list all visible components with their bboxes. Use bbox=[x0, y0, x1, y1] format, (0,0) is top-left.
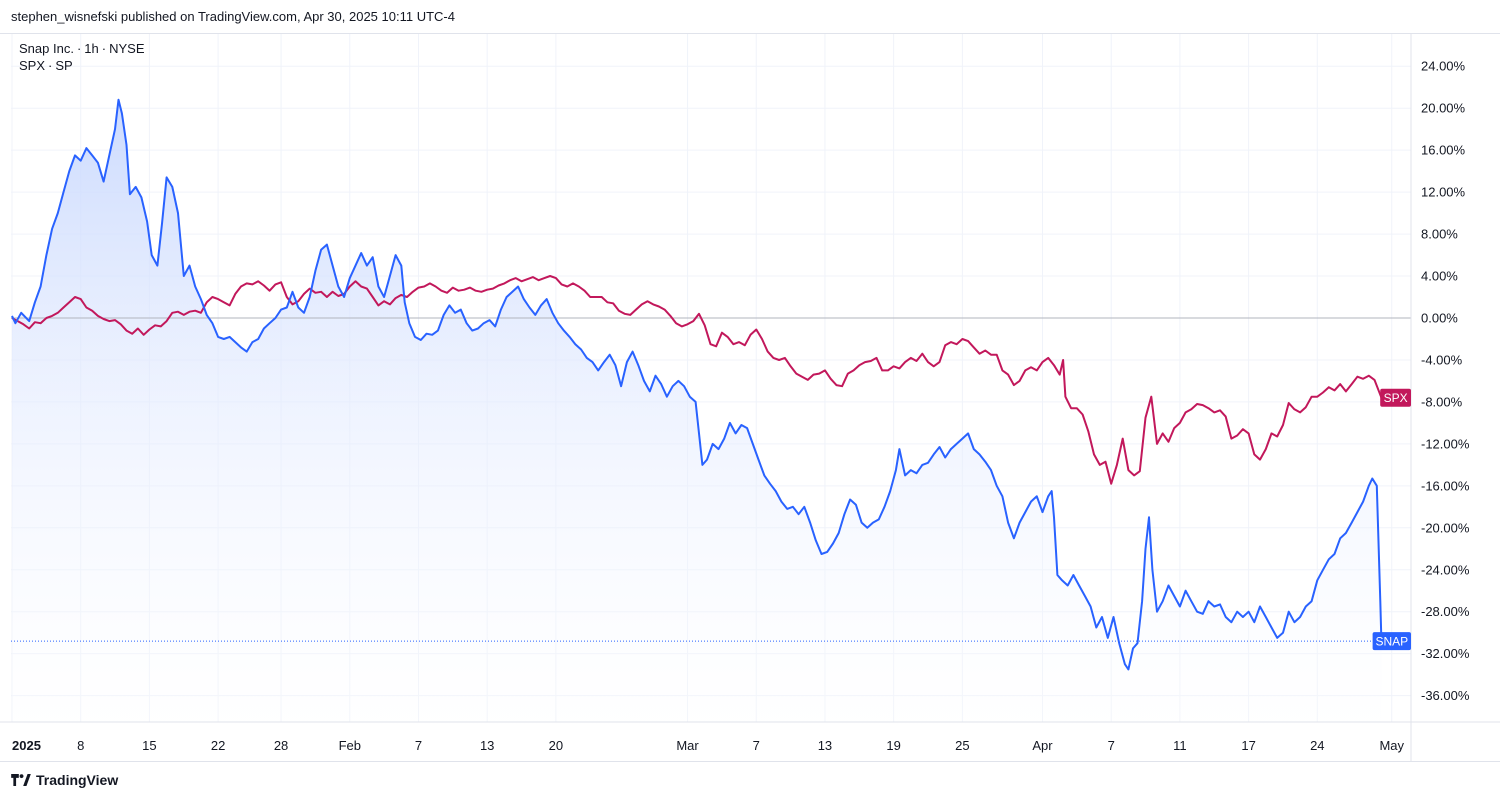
x-tick-label: 13 bbox=[480, 738, 494, 753]
legend-spx-exchange: SP bbox=[55, 58, 73, 73]
y-tick-label: 12.00% bbox=[1421, 185, 1466, 200]
x-tick-label: 24 bbox=[1310, 738, 1324, 753]
snap-tag: SNAP bbox=[1372, 632, 1411, 651]
legend-separator: · bbox=[76, 41, 82, 56]
x-tick-label: 25 bbox=[955, 738, 969, 753]
y-tick-label: 8.00% bbox=[1421, 227, 1458, 242]
brand-name: TradingView bbox=[36, 771, 119, 788]
x-tick-label: 17 bbox=[1241, 738, 1255, 753]
legend-separator: · bbox=[48, 58, 53, 73]
x-tick-label: 20 bbox=[549, 738, 563, 753]
x-tick-label: 28 bbox=[274, 738, 288, 753]
series-tags: SPX SNAP bbox=[1372, 388, 1411, 651]
y-tick-label: 16.00% bbox=[1421, 143, 1466, 158]
y-tick-label: -32.00% bbox=[1421, 646, 1470, 661]
y-tick-label: 4.00% bbox=[1421, 269, 1458, 284]
x-tick-label: 7 bbox=[415, 738, 422, 753]
spx-tag-label: SPX bbox=[1384, 391, 1408, 405]
x-tick-label: 2025 bbox=[12, 738, 41, 753]
price-axis[interactable]: 24.00% 20.00% 16.00% 12.00% 8.00% 4.00% 0.00% -… bbox=[1421, 59, 1470, 703]
snap-series-line[interactable] bbox=[11, 98, 1383, 671]
comparison-chart[interactable]: 24.00% 20.00% 16.00% 12.00% 8.00% 4.00% 0.00% -… bbox=[0, 34, 1500, 761]
chart-frame[interactable]: 24.00% 20.00% 16.00% 12.00% 8.00% 4.00% 0.00% -… bbox=[0, 33, 1500, 761]
x-tick-label: Feb bbox=[339, 738, 361, 753]
x-tick-label: 22 bbox=[211, 738, 225, 753]
spx-tag: SPX bbox=[1380, 388, 1411, 407]
legend-separator: · bbox=[101, 41, 107, 56]
spx-series-line[interactable] bbox=[11, 275, 1383, 485]
author-name[interactable]: stephen_wisnefski bbox=[11, 9, 118, 24]
y-tick-label: -28.00% bbox=[1421, 604, 1470, 619]
x-tick-label: May bbox=[1379, 738, 1404, 753]
time-axis[interactable]: 2025 8 15 22 28 Feb 7 13 20 Mar 7 13 19 25 Apr 7 11 17 24 M… bbox=[0, 721, 1500, 753]
x-tick-label: 7 bbox=[1108, 738, 1115, 753]
y-tick-label: -8.00% bbox=[1421, 394, 1463, 409]
y-tick-label: 24.00% bbox=[1421, 59, 1466, 74]
legend-snap-exchange: NYSE bbox=[109, 41, 145, 56]
publish-header: stephen_wisnefski published on TradingVi… bbox=[0, 0, 1500, 33]
y-tick-label: -36.00% bbox=[1421, 688, 1470, 703]
y-tick-label: -4.00% bbox=[1421, 352, 1463, 367]
x-tick-label: Mar bbox=[676, 738, 699, 753]
tradingview-brand[interactable]: TradingView bbox=[11, 772, 118, 788]
tradingview-logo-icon bbox=[11, 773, 31, 786]
y-tick-label: -12.00% bbox=[1421, 436, 1470, 451]
x-tick-label: 19 bbox=[886, 738, 900, 753]
x-tick-label: 13 bbox=[818, 738, 832, 753]
y-tick-label: -16.00% bbox=[1421, 478, 1470, 493]
x-tick-label: 15 bbox=[142, 738, 156, 753]
legend-spx-symbol: SPX bbox=[19, 58, 46, 73]
x-tick-label: 8 bbox=[77, 738, 84, 753]
snap-tag-label: SNAP bbox=[1375, 635, 1408, 649]
snap-tag-bg bbox=[1372, 632, 1411, 651]
publish-info: published on TradingView.com, Apr 30, 20… bbox=[120, 9, 455, 24]
x-tick-label: 11 bbox=[1173, 738, 1187, 753]
legend-snap[interactable]: Snap Inc. · 1h · NYSE bbox=[19, 40, 145, 57]
x-tick-label: Apr bbox=[1032, 738, 1053, 753]
y-tick-label: 20.00% bbox=[1421, 101, 1466, 116]
y-tick-label: -24.00% bbox=[1421, 562, 1470, 577]
x-tick-label: 7 bbox=[753, 738, 760, 753]
y-tick-label: -20.00% bbox=[1421, 520, 1470, 535]
footer: TradingView bbox=[0, 761, 1500, 797]
spx-tag-bg bbox=[1380, 388, 1411, 407]
chart-legend: Snap Inc. · 1h · NYSE SPX · SP bbox=[19, 40, 145, 74]
y-tick-label: 0.00% bbox=[1421, 311, 1458, 326]
legend-spx[interactable]: SPX · SP bbox=[19, 57, 145, 74]
legend-snap-interval: 1h bbox=[84, 41, 99, 56]
legend-snap-symbol: Snap Inc. bbox=[19, 41, 74, 56]
